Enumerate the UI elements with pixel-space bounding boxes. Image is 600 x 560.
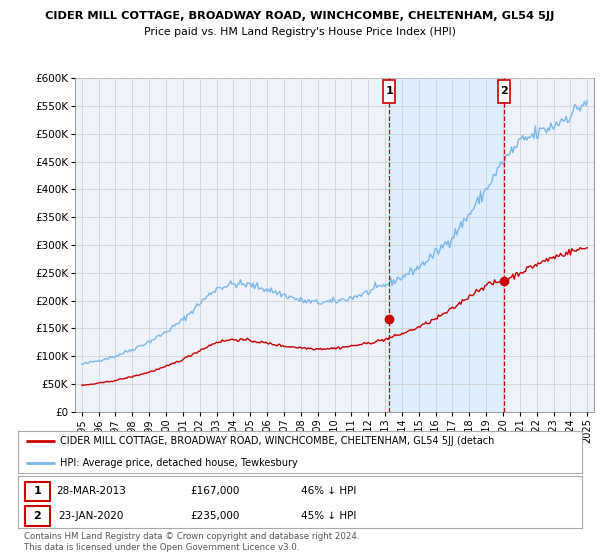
Text: 45% ↓ HPI: 45% ↓ HPI <box>301 511 356 521</box>
Text: 2: 2 <box>500 86 508 96</box>
Text: Price paid vs. HM Land Registry's House Price Index (HPI): Price paid vs. HM Land Registry's House … <box>144 27 456 37</box>
Text: 2: 2 <box>34 511 41 521</box>
Text: £167,000: £167,000 <box>191 487 240 497</box>
Text: HPI: Average price, detached house, Tewkesbury: HPI: Average price, detached house, Tewk… <box>60 458 298 468</box>
Text: £235,000: £235,000 <box>191 511 240 521</box>
Text: CIDER MILL COTTAGE, BROADWAY ROAD, WINCHCOMBE, CHELTENHAM, GL54 5JJ (detach: CIDER MILL COTTAGE, BROADWAY ROAD, WINCH… <box>60 436 494 446</box>
FancyBboxPatch shape <box>383 81 395 104</box>
Text: 1: 1 <box>385 86 393 96</box>
FancyBboxPatch shape <box>25 506 50 526</box>
FancyBboxPatch shape <box>25 482 50 501</box>
Text: This data is licensed under the Open Government Licence v3.0.: This data is licensed under the Open Gov… <box>24 543 299 552</box>
Bar <box>389 78 504 412</box>
Text: 46% ↓ HPI: 46% ↓ HPI <box>301 487 356 497</box>
Text: 28-MAR-2013: 28-MAR-2013 <box>56 487 126 497</box>
FancyBboxPatch shape <box>498 81 510 104</box>
Text: 1: 1 <box>34 487 41 497</box>
Text: Contains HM Land Registry data © Crown copyright and database right 2024.: Contains HM Land Registry data © Crown c… <box>24 532 359 541</box>
Text: 23-JAN-2020: 23-JAN-2020 <box>59 511 124 521</box>
Text: CIDER MILL COTTAGE, BROADWAY ROAD, WINCHCOMBE, CHELTENHAM, GL54 5JJ: CIDER MILL COTTAGE, BROADWAY ROAD, WINCH… <box>46 11 554 21</box>
